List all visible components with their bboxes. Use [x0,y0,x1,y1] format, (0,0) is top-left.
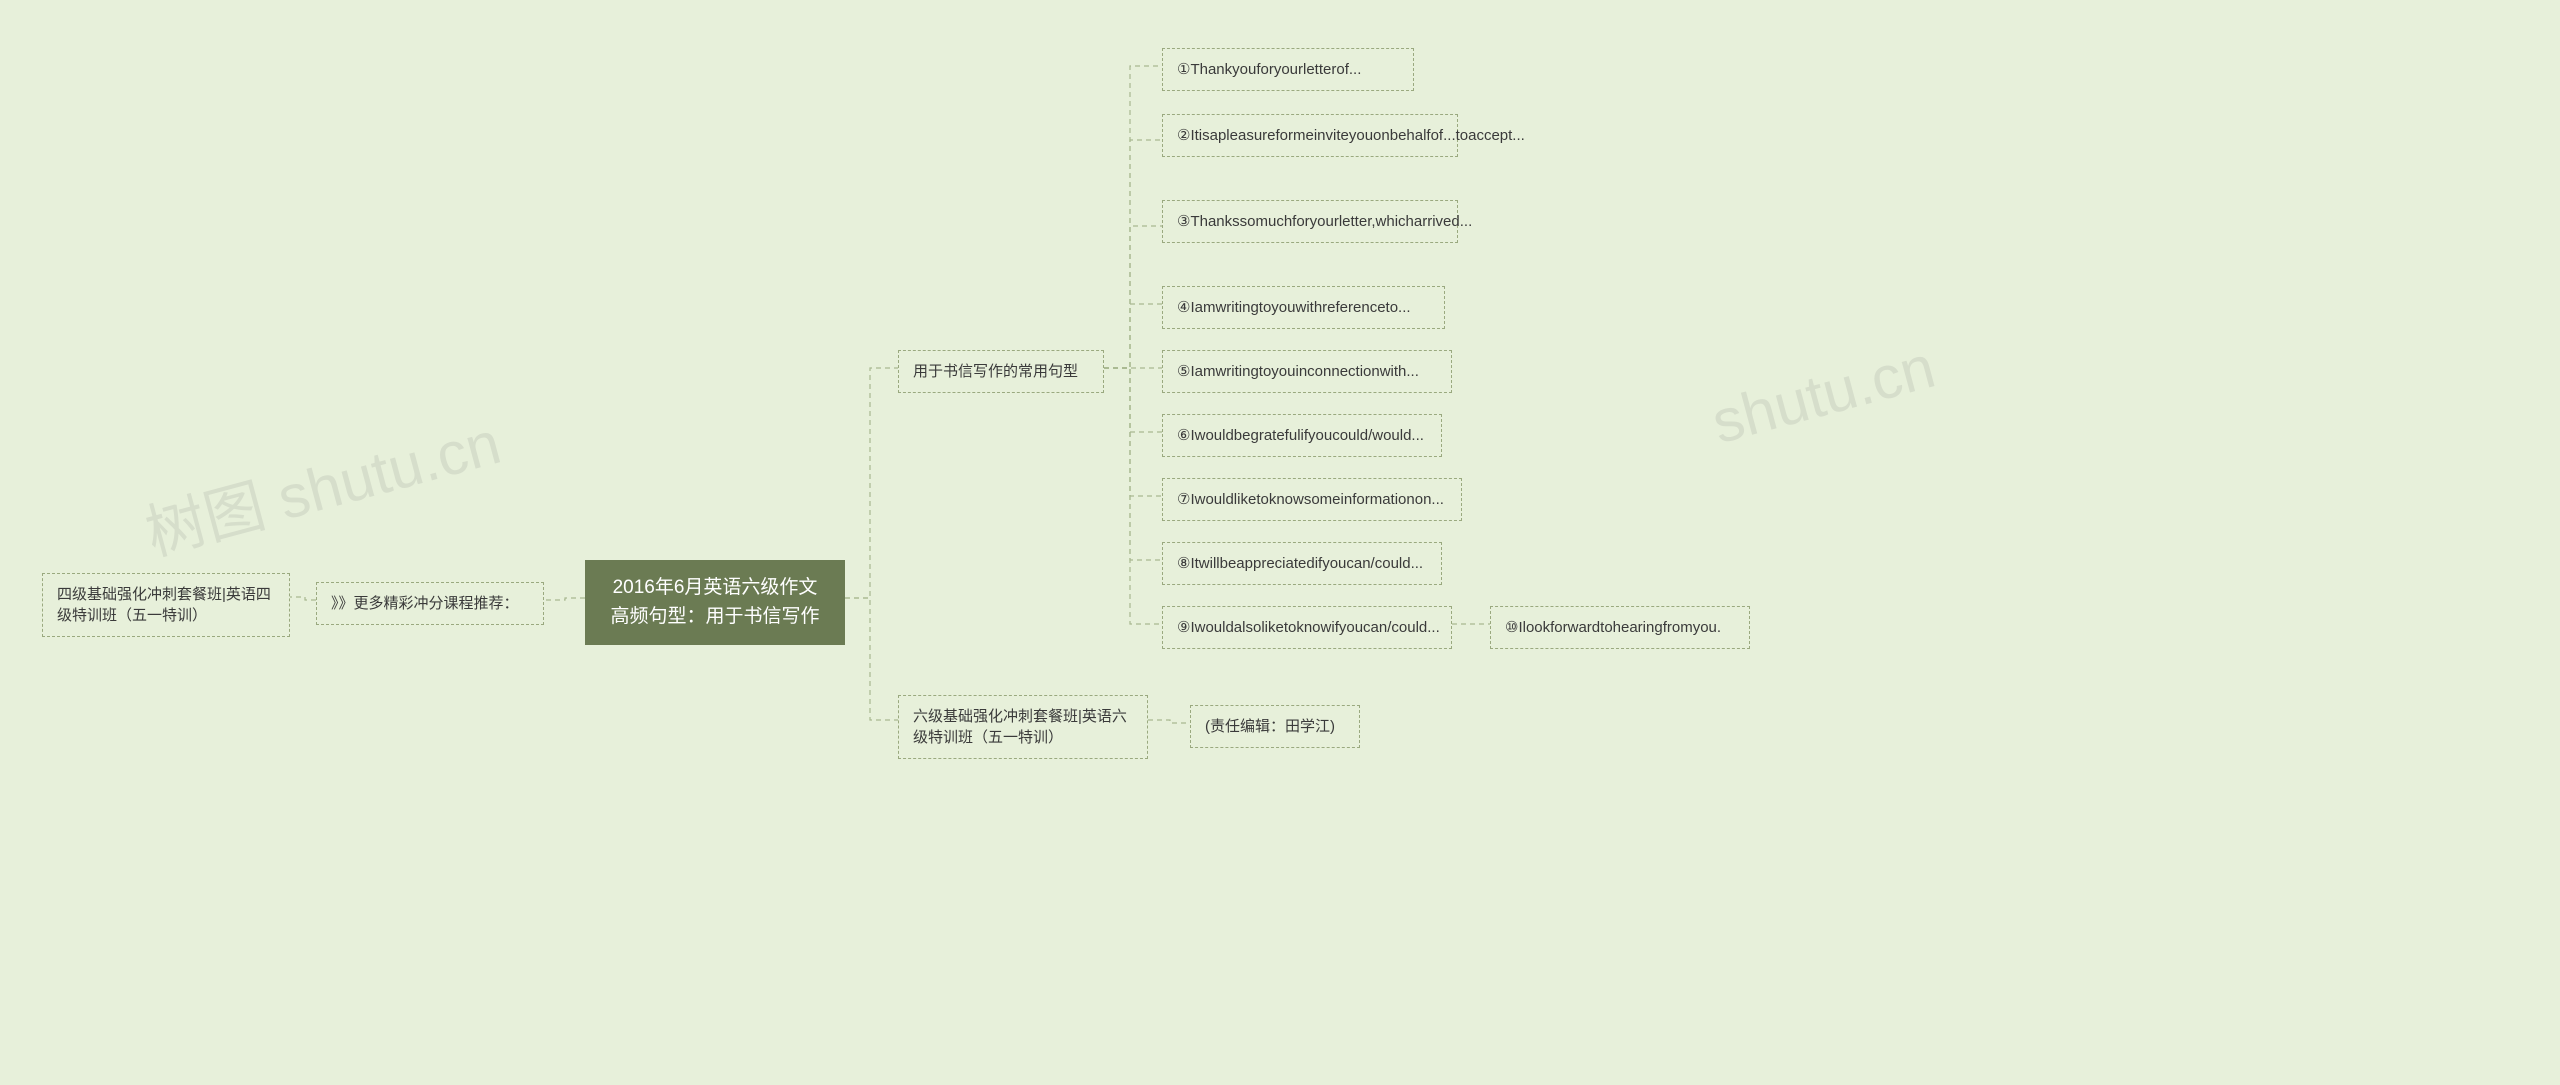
b1-child-1: ②Itisapleasureformeinviteyouonbehalfof..… [1162,114,1458,157]
b1-child-5: ⑥Iwouldbegratefulifyoucould/would... [1162,414,1442,457]
b1-child-0-label: ①Thankyouforyourletterof... [1177,61,1361,78]
b1-child-3: ④Iamwritingtoyouwithreferenceto... [1162,286,1445,329]
b1-child-1-label: ②Itisapleasureformeinviteyouonbehalfof..… [1177,127,1525,144]
right-b1-label: 用于书信写作的常用句型 [913,363,1078,380]
b1-child-5-label: ⑥Iwouldbegratefulifyoucould/would... [1177,427,1424,444]
b1-child-4-label: ⑤Iamwritingtoyouinconnectionwith... [1177,363,1419,380]
b1-grandchild-label: ⑩Ilookforwardtohearingfromyou. [1505,619,1721,636]
b1-child-7: ⑧Itwillbeappreciatedifyoucan/could... [1162,542,1442,585]
right-b2-node: 六级基础强化冲刺套餐班|英语六级特训班（五一特训） [898,695,1148,759]
b1-child-0: ①Thankyouforyourletterof... [1162,48,1414,91]
b1-child-8-label: ⑨Iwouldalsoliketoknowifyoucan/could... [1177,619,1440,636]
b1-child-8: ⑨Iwouldalsoliketoknowifyoucan/could... [1162,606,1452,649]
b1-child-6: ⑦Iwouldliketoknowsomeinformationon... [1162,478,1462,521]
left-l2-node: 四级基础强化冲刺套餐班|英语四级特训班（五一特训） [42,573,290,637]
right-b2-label: 六级基础强化冲刺套餐班|英语六级特训班（五一特训） [913,708,1127,746]
right-b1-node: 用于书信写作的常用句型 [898,350,1104,393]
left-l2-label: 四级基础强化冲刺套餐班|英语四级特训班（五一特训） [57,586,271,624]
b1-child-6-label: ⑦Iwouldliketoknowsomeinformationon... [1177,491,1444,508]
b1-child-3-label: ④Iamwritingtoyouwithreferenceto... [1177,299,1411,316]
b1-child-2-label: ③Thankssomuchforyourletter,whicharrived.… [1177,213,1472,230]
watermark-1: 树图 shutu.cn [135,394,509,572]
root-node: 2016年6月英语六级作文 高频句型：用于书信写作 [585,560,845,645]
b1-child-7-label: ⑧Itwillbeappreciatedifyoucan/could... [1177,555,1423,572]
root-line1: 2016年6月英语六级作文 [613,577,818,598]
watermark-2: shutu.cn [1705,332,1942,457]
left-l1-label: 》》更多精彩冲分课程推荐： [331,595,519,612]
b2-child: (责任编辑：田学江) [1190,705,1360,748]
b2-child-label: (责任编辑：田学江) [1205,718,1335,735]
root-line2: 高频句型：用于书信写作 [610,606,819,627]
left-l1-node: 》》更多精彩冲分课程推荐： [316,582,544,625]
b1-child-4: ⑤Iamwritingtoyouinconnectionwith... [1162,350,1452,393]
b1-child-2: ③Thankssomuchforyourletter,whicharrived.… [1162,200,1458,243]
b1-grandchild: ⑩Ilookforwardtohearingfromyou. [1490,606,1750,649]
